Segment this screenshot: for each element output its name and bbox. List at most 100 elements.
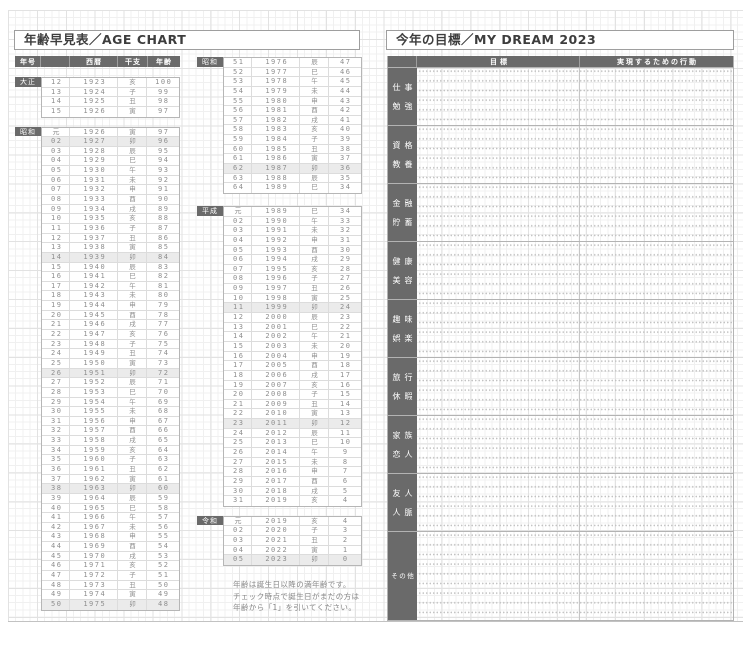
year-cell: 2002 — [252, 332, 300, 342]
year-cell: 1956 — [70, 417, 118, 427]
age-cell: 19 — [340, 351, 352, 360]
age-cell: 34 — [340, 206, 352, 215]
my-dream-table: 目標 実現するための行動 仕事 勉強 資格 教養 金融 貯蓄 健康 美容 趣味 娯楽 旅行 休暇 家族恋… — [387, 56, 734, 621]
zodiac-cell: 巳 — [118, 156, 147, 166]
age-row: 04 2022 寅 1 — [224, 546, 361, 556]
age-cell: 10 — [340, 438, 352, 447]
age-cell: 94 — [158, 156, 170, 165]
era-year-cell: 34 — [42, 446, 70, 456]
category-label: 仕事 勉強 — [388, 68, 417, 125]
age-row: 12 2000 辰 23 — [224, 313, 361, 323]
zodiac-cell: 巳 — [300, 183, 329, 193]
zodiac-cell: 申 — [300, 352, 329, 362]
age-cell: 56 — [158, 522, 170, 531]
era-year-cell: 24 — [224, 429, 252, 439]
age-row: 元 2019 亥 4 — [224, 517, 361, 527]
writing-area — [417, 184, 733, 241]
age-cell: 1 — [342, 545, 349, 554]
year-cell: 1963 — [70, 484, 118, 494]
era-year-cell: 15 — [42, 263, 70, 273]
year-cell: 1993 — [252, 246, 300, 256]
era-year-cell: 22 — [224, 409, 252, 419]
era-year-cell: 24 — [42, 349, 70, 359]
age-cell: 29 — [340, 255, 352, 264]
age-row: 02 2020 子 3 — [224, 526, 361, 536]
age-row: 21 1946 戌 77 — [42, 320, 179, 330]
zodiac-cell: 丑 — [118, 581, 147, 591]
zodiac-cell: 寅 — [300, 294, 329, 304]
zodiac-cell: 巳 — [118, 272, 147, 282]
era-year-cell: 04 — [224, 546, 252, 556]
age-row: 03 2021 丑 2 — [224, 536, 361, 546]
age-cell: 0 — [342, 555, 349, 564]
zodiac-cell: 寅 — [118, 128, 147, 138]
era-year-cell: 38 — [42, 484, 70, 494]
year-cell: 1973 — [70, 581, 118, 591]
age-row: 34 1959 亥 64 — [42, 446, 179, 456]
year-cell: 2013 — [252, 438, 300, 448]
zodiac-cell: 巳 — [118, 388, 147, 398]
age-cell: 6 — [342, 476, 349, 485]
age-row: 08 1996 子 27 — [224, 274, 361, 284]
age-cell: 17 — [340, 370, 352, 379]
era-year-cell: 17 — [42, 282, 70, 292]
age-row: 24 2012 辰 11 — [224, 429, 361, 439]
era-year-cell: 13 — [42, 88, 70, 98]
year-cell: 1934 — [70, 205, 118, 215]
year-cell: 1949 — [70, 349, 118, 359]
age-row: 15 1940 辰 83 — [42, 263, 179, 273]
age-row: 53 1978 午 45 — [224, 77, 361, 87]
year-cell: 1985 — [252, 145, 300, 155]
age-row: 13 2001 巳 22 — [224, 323, 361, 333]
year-cell: 1979 — [252, 87, 300, 97]
dream-category-block: 家族 恋人 — [388, 415, 733, 473]
age-row: 55 1980 申 43 — [224, 97, 361, 107]
year-cell: 1941 — [70, 272, 118, 282]
year-cell: 1940 — [70, 263, 118, 273]
age-cell: 51 — [158, 571, 170, 580]
era-year-cell: 03 — [224, 226, 252, 236]
age-cell: 92 — [158, 175, 170, 184]
age-cell: 53 — [158, 551, 170, 560]
zodiac-cell: 子 — [300, 135, 329, 145]
zodiac-cell: 子 — [300, 526, 329, 536]
zodiac-cell: 子 — [118, 340, 147, 350]
era-year-cell: 02 — [224, 217, 252, 227]
age-row: 31 2019 亥 4 — [224, 496, 361, 506]
age-cell: 80 — [158, 291, 170, 300]
age-cell: 32 — [340, 226, 352, 235]
era-year-cell: 48 — [42, 581, 70, 591]
zodiac-cell: 丑 — [300, 536, 329, 546]
zodiac-cell: 辰 — [300, 174, 329, 184]
header-category — [388, 56, 417, 67]
era-year-cell: 07 — [42, 185, 70, 195]
year-cell: 1972 — [70, 571, 118, 581]
dream-category-block: 友人 人脈 — [388, 473, 733, 531]
category-label: 趣味 娯楽 — [388, 300, 417, 357]
era-block: 昭和元 1926 寅 97 02 1927 卯 96 03 1928 辰 95 04 1929 巳 94 05 1… — [15, 126, 180, 611]
year-cell: 2020 — [252, 526, 300, 536]
year-cell: 1989 — [252, 207, 300, 217]
age-cell: 82 — [158, 272, 170, 281]
year-cell: 1987 — [252, 164, 300, 174]
age-cell: 16 — [340, 380, 352, 389]
year-cell: 1962 — [70, 475, 118, 485]
era-year-cell: 07 — [224, 265, 252, 275]
age-cell: 15 — [340, 390, 352, 399]
year-cell: 1969 — [70, 542, 118, 552]
era-year-cell: 58 — [224, 125, 252, 135]
era-year-cell: 28 — [224, 467, 252, 477]
note-line: チェック時点で誕生日がまだの方は — [233, 591, 360, 601]
zodiac-cell: 申 — [118, 185, 147, 195]
year-cell: 1933 — [70, 195, 118, 205]
dream-category-block: 仕事 勉強 — [388, 67, 733, 125]
category-line: 資格 — [392, 140, 417, 150]
year-cell: 2010 — [252, 409, 300, 419]
age-cell: 78 — [158, 310, 170, 319]
age-row: 35 1960 子 63 — [42, 455, 179, 465]
zodiac-cell: 酉 — [118, 542, 147, 552]
age-cell: 73 — [158, 358, 170, 367]
zodiac-cell: 巳 — [300, 207, 329, 217]
year-cell: 2007 — [252, 381, 300, 391]
age-cell: 59 — [158, 493, 170, 502]
